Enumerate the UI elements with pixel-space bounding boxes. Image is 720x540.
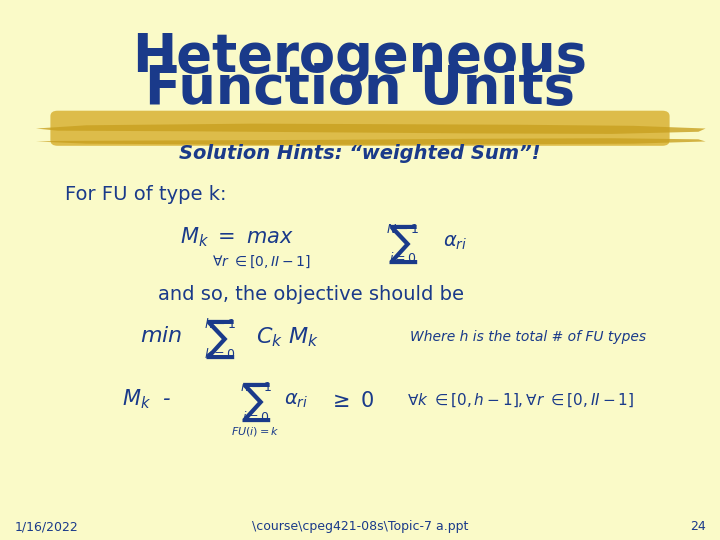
Text: $\sum$: $\sum$ <box>204 318 235 361</box>
Text: $\alpha_{ri}$: $\alpha_{ri}$ <box>284 391 309 410</box>
Text: Heterogeneous: Heterogeneous <box>132 31 588 83</box>
Text: $FU(i) = k$: $FU(i) = k$ <box>231 426 280 438</box>
Text: $N-1$: $N-1$ <box>387 223 420 236</box>
Text: Solution Hints: “weighted Sum”!: Solution Hints: “weighted Sum”! <box>179 144 541 164</box>
Text: $min$: $min$ <box>140 326 183 346</box>
Text: \course\cpeg421-08s\Topic-7 a.ppt: \course\cpeg421-08s\Topic-7 a.ppt <box>252 520 468 533</box>
Text: $\sum$: $\sum$ <box>388 223 418 266</box>
Text: Where h is the total # of FU types: Where h is the total # of FU types <box>410 330 647 345</box>
Text: $i=0$: $i=0$ <box>390 251 417 265</box>
Text: $h-1$: $h-1$ <box>204 317 235 331</box>
Text: and so, the objective should be: and so, the objective should be <box>158 285 464 304</box>
Text: $M_k$  -: $M_k$ - <box>122 388 171 411</box>
Text: $k=0$: $k=0$ <box>204 347 235 361</box>
Text: Function Units: Function Units <box>145 63 575 115</box>
Text: $i=0$: $i=0$ <box>242 410 269 424</box>
Polygon shape <box>36 124 706 145</box>
Text: 1/16/2022: 1/16/2022 <box>14 520 78 533</box>
Text: $\sum$: $\sum$ <box>240 381 271 424</box>
FancyBboxPatch shape <box>50 111 670 146</box>
Text: $M_k \ = \ max$: $M_k \ = \ max$ <box>180 226 294 249</box>
Text: $\forall r \ \in [0, II-1]$: $\forall r \ \in [0, II-1]$ <box>212 254 311 270</box>
Text: 24: 24 <box>690 520 706 533</box>
Text: $C_k \ M_k$: $C_k \ M_k$ <box>256 326 319 349</box>
Text: $n-1$: $n-1$ <box>240 381 271 394</box>
Text: $\forall k \ \in [0, h-1], \forall r \ \in [0, II-1]$: $\forall k \ \in [0, h-1], \forall r \ \… <box>407 392 634 409</box>
Text: $\geq \ 0$: $\geq \ 0$ <box>328 390 374 411</box>
Text: For FU of type k:: For FU of type k: <box>65 185 226 204</box>
Text: $\alpha_{ri}$: $\alpha_{ri}$ <box>443 233 467 253</box>
